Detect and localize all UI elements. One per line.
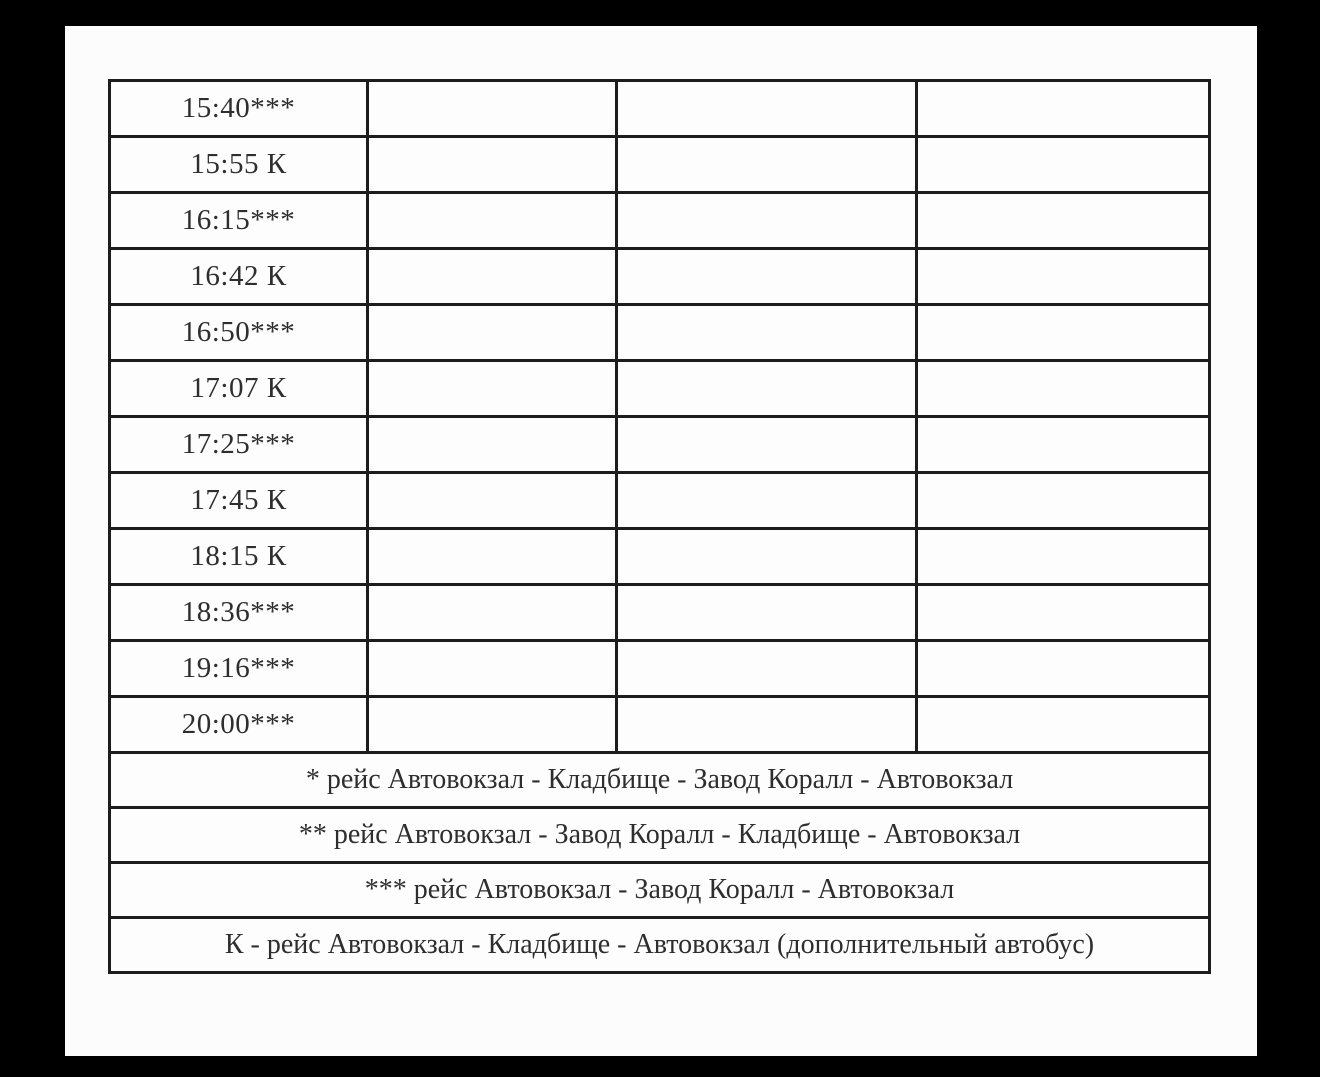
empty-cell	[915, 135, 1211, 194]
table-row: 15:40***	[108, 79, 1211, 138]
note-row: * рейс Автовокзал - Кладбище - Завод Кор…	[108, 751, 1211, 809]
empty-cell	[366, 415, 618, 474]
empty-cell	[366, 583, 618, 642]
table-row: 20:00***	[108, 695, 1211, 754]
empty-cell	[366, 191, 618, 250]
table-row: 15:55 К	[108, 135, 1211, 194]
empty-cell	[366, 79, 618, 138]
empty-cell	[915, 527, 1211, 586]
empty-cell	[615, 303, 918, 362]
empty-cell	[915, 247, 1211, 306]
paper: 15:40*** 15:55 К 16:15***	[65, 26, 1257, 1056]
table-row: 16:50***	[108, 303, 1211, 362]
time-cell: 15:40***	[108, 79, 369, 138]
empty-cell	[915, 583, 1211, 642]
empty-cell	[615, 527, 918, 586]
empty-cell	[366, 359, 618, 418]
empty-cell	[915, 79, 1211, 138]
empty-cell	[615, 135, 918, 194]
note-row: *** рейс Автовокзал - Завод Коралл - Авт…	[108, 861, 1211, 919]
note-row: ** рейс Автовокзал - Завод Коралл - Клад…	[108, 806, 1211, 864]
empty-cell	[615, 583, 918, 642]
table-row: 16:15***	[108, 191, 1211, 250]
empty-cell	[366, 303, 618, 362]
empty-cell	[615, 695, 918, 754]
empty-cell	[615, 415, 918, 474]
schedule-body: 15:40*** 15:55 К 16:15***	[108, 79, 1211, 974]
empty-cell	[915, 639, 1211, 698]
empty-cell	[915, 303, 1211, 362]
empty-cell	[615, 639, 918, 698]
empty-cell	[915, 695, 1211, 754]
note-cell: К - рейс Автовокзал - Кладбище - Автовок…	[108, 916, 1211, 974]
note-cell: *** рейс Автовокзал - Завод Коралл - Авт…	[108, 861, 1211, 919]
time-cell: 20:00***	[108, 695, 369, 754]
empty-cell	[615, 247, 918, 306]
empty-cell	[915, 359, 1211, 418]
note-row: К - рейс Автовокзал - Кладбище - Автовок…	[108, 916, 1211, 974]
time-cell: 18:15 К	[108, 527, 369, 586]
table-row: 18:15 К	[108, 527, 1211, 586]
time-cell: 16:42 К	[108, 247, 369, 306]
empty-cell	[615, 191, 918, 250]
empty-cell	[366, 695, 618, 754]
table-row: 16:42 К	[108, 247, 1211, 306]
note-cell: ** рейс Автовокзал - Завод Коралл - Клад…	[108, 806, 1211, 864]
empty-cell	[366, 471, 618, 530]
empty-cell	[366, 247, 618, 306]
time-cell: 19:16***	[108, 639, 369, 698]
time-cell: 15:55 К	[108, 135, 369, 194]
time-cell: 17:07 К	[108, 359, 369, 418]
table-row: 17:07 К	[108, 359, 1211, 418]
time-cell: 18:36***	[108, 583, 369, 642]
time-cell: 16:50***	[108, 303, 369, 362]
empty-cell	[615, 79, 918, 138]
empty-cell	[366, 135, 618, 194]
table-row: 17:45 К	[108, 471, 1211, 530]
empty-cell	[615, 471, 918, 530]
empty-cell	[366, 639, 618, 698]
empty-cell	[366, 527, 618, 586]
time-cell: 16:15***	[108, 191, 369, 250]
schedule-table: 15:40*** 15:55 К 16:15***	[108, 79, 1211, 974]
empty-cell	[915, 471, 1211, 530]
time-cell: 17:25***	[108, 415, 369, 474]
table-row: 17:25***	[108, 415, 1211, 474]
note-cell: * рейс Автовокзал - Кладбище - Завод Кор…	[108, 751, 1211, 809]
empty-cell	[915, 415, 1211, 474]
empty-cell	[615, 359, 918, 418]
empty-cell	[915, 191, 1211, 250]
table-row: 18:36***	[108, 583, 1211, 642]
time-cell: 17:45 К	[108, 471, 369, 530]
table-row: 19:16***	[108, 639, 1211, 698]
